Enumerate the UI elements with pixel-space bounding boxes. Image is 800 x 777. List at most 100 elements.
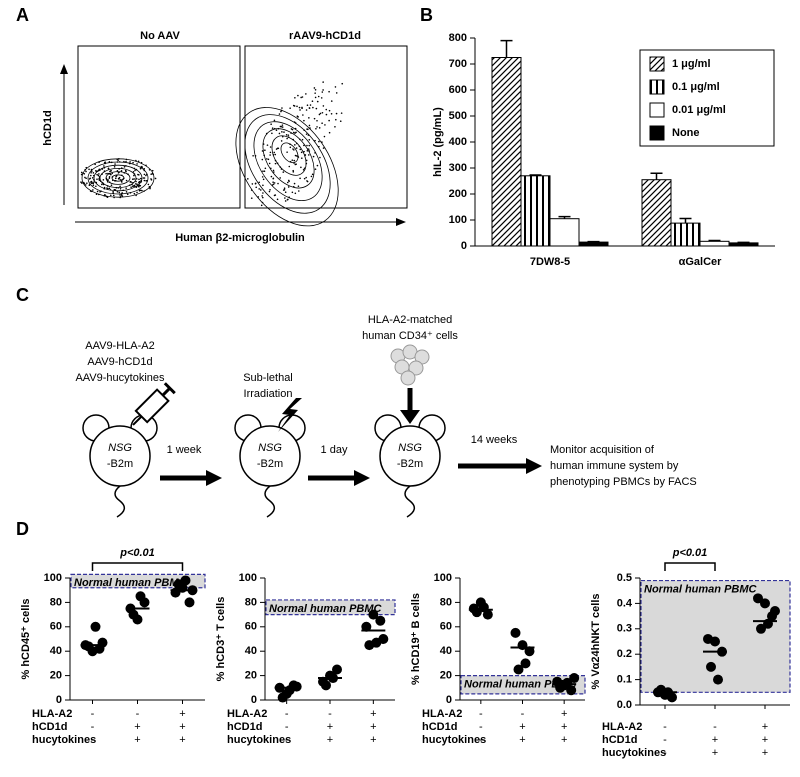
event-dot bbox=[316, 100, 319, 103]
dot bbox=[128, 609, 139, 620]
event-dot bbox=[305, 133, 308, 135]
group-value: + bbox=[134, 721, 140, 733]
event-dot bbox=[101, 183, 103, 186]
group-row-name: HLA-A2 bbox=[32, 708, 72, 720]
event-dot bbox=[92, 184, 95, 187]
event-dot bbox=[85, 170, 87, 173]
event-dot bbox=[92, 182, 95, 185]
event-dot bbox=[315, 127, 317, 130]
event-dot bbox=[287, 179, 290, 182]
contour bbox=[262, 128, 315, 189]
event-dot bbox=[88, 184, 91, 187]
event-dot bbox=[150, 179, 153, 181]
event-dot bbox=[272, 181, 274, 183]
group-value: + bbox=[712, 747, 718, 759]
event-dot bbox=[121, 192, 123, 194]
flow-y-label: hCD1d bbox=[42, 110, 54, 145]
event-dot bbox=[322, 89, 324, 91]
y-tick-label: 0 bbox=[446, 694, 452, 706]
event-dot bbox=[297, 190, 300, 192]
y-tick-label: 60 bbox=[440, 621, 452, 633]
group-value: + bbox=[370, 734, 376, 746]
bar bbox=[491, 57, 522, 247]
error-bar bbox=[529, 174, 542, 176]
event-dot bbox=[143, 167, 146, 170]
group-value: + bbox=[134, 734, 140, 746]
event-dot bbox=[262, 170, 264, 172]
dot bbox=[753, 593, 763, 604]
dot bbox=[555, 682, 566, 693]
event-dot bbox=[269, 188, 271, 191]
group-value: + bbox=[561, 708, 567, 720]
event-dot bbox=[286, 137, 288, 140]
y-tick-label: 100 bbox=[449, 214, 467, 226]
event-dot bbox=[269, 154, 271, 156]
event-dot bbox=[136, 191, 138, 194]
y-axis-label: % hCD3⁺ T cells bbox=[215, 597, 227, 682]
error-bar bbox=[500, 39, 513, 58]
event-dot bbox=[273, 151, 276, 154]
event-dot bbox=[301, 96, 304, 98]
event-dot bbox=[276, 198, 279, 201]
outcome-text: human immune system by bbox=[550, 460, 679, 472]
event-dot bbox=[325, 113, 328, 116]
event-dot bbox=[138, 178, 140, 181]
event-dot bbox=[328, 131, 331, 134]
event-dot bbox=[260, 204, 263, 207]
event-dot bbox=[92, 189, 94, 191]
y-tick-label: 40 bbox=[50, 645, 62, 657]
event-dot bbox=[268, 162, 271, 165]
event-dot bbox=[264, 149, 266, 152]
event-dot bbox=[278, 113, 281, 115]
event-dot bbox=[309, 104, 312, 106]
dot bbox=[569, 673, 580, 684]
event-dot bbox=[340, 112, 343, 114]
group-row-name: hucytokines bbox=[422, 734, 486, 746]
event-dot bbox=[274, 153, 277, 156]
event-dot bbox=[116, 190, 119, 193]
event-dot bbox=[302, 114, 304, 116]
event-dot bbox=[300, 166, 302, 169]
event-dot bbox=[312, 155, 315, 158]
event-dot bbox=[296, 105, 298, 108]
y-axis-label: hIL-2 (pg/mL) bbox=[432, 107, 444, 177]
event-dot bbox=[124, 169, 127, 172]
event-dot bbox=[278, 132, 281, 135]
event-dot bbox=[94, 163, 96, 166]
event-dot bbox=[92, 172, 95, 174]
event-dot bbox=[308, 144, 311, 147]
event-dot bbox=[312, 106, 314, 109]
diagram-text: Sub-lethal bbox=[243, 372, 293, 384]
event-dot bbox=[301, 106, 303, 109]
flow-box bbox=[77, 45, 241, 209]
event-dot bbox=[292, 171, 295, 173]
lightning bbox=[278, 398, 302, 432]
mouse-label: -B2m bbox=[257, 458, 283, 470]
event-dot bbox=[272, 177, 274, 180]
event-dot bbox=[314, 96, 317, 99]
event-dot bbox=[284, 197, 286, 199]
group-row-name: hCD1d bbox=[227, 721, 262, 733]
group-value: - bbox=[663, 721, 667, 733]
event-dot bbox=[103, 186, 106, 189]
event-dot bbox=[114, 177, 117, 180]
event-dot bbox=[297, 94, 299, 97]
bar bbox=[641, 179, 672, 247]
group-value: + bbox=[370, 721, 376, 733]
event-dot bbox=[296, 115, 299, 118]
event-dot bbox=[109, 170, 111, 173]
event-dot bbox=[112, 190, 114, 193]
event-dot bbox=[151, 169, 154, 172]
group-value: + bbox=[179, 708, 185, 720]
event-dot bbox=[320, 97, 323, 99]
event-dot bbox=[135, 183, 137, 185]
y-tick-label: 0 bbox=[251, 694, 257, 706]
event-dot bbox=[126, 193, 129, 196]
event-dot bbox=[314, 92, 316, 94]
panel-label: D bbox=[16, 519, 29, 539]
event-dot bbox=[134, 169, 136, 172]
event-dot bbox=[136, 163, 138, 165]
dot bbox=[135, 591, 146, 602]
event-dot bbox=[328, 109, 331, 112]
event-dot bbox=[259, 189, 262, 191]
